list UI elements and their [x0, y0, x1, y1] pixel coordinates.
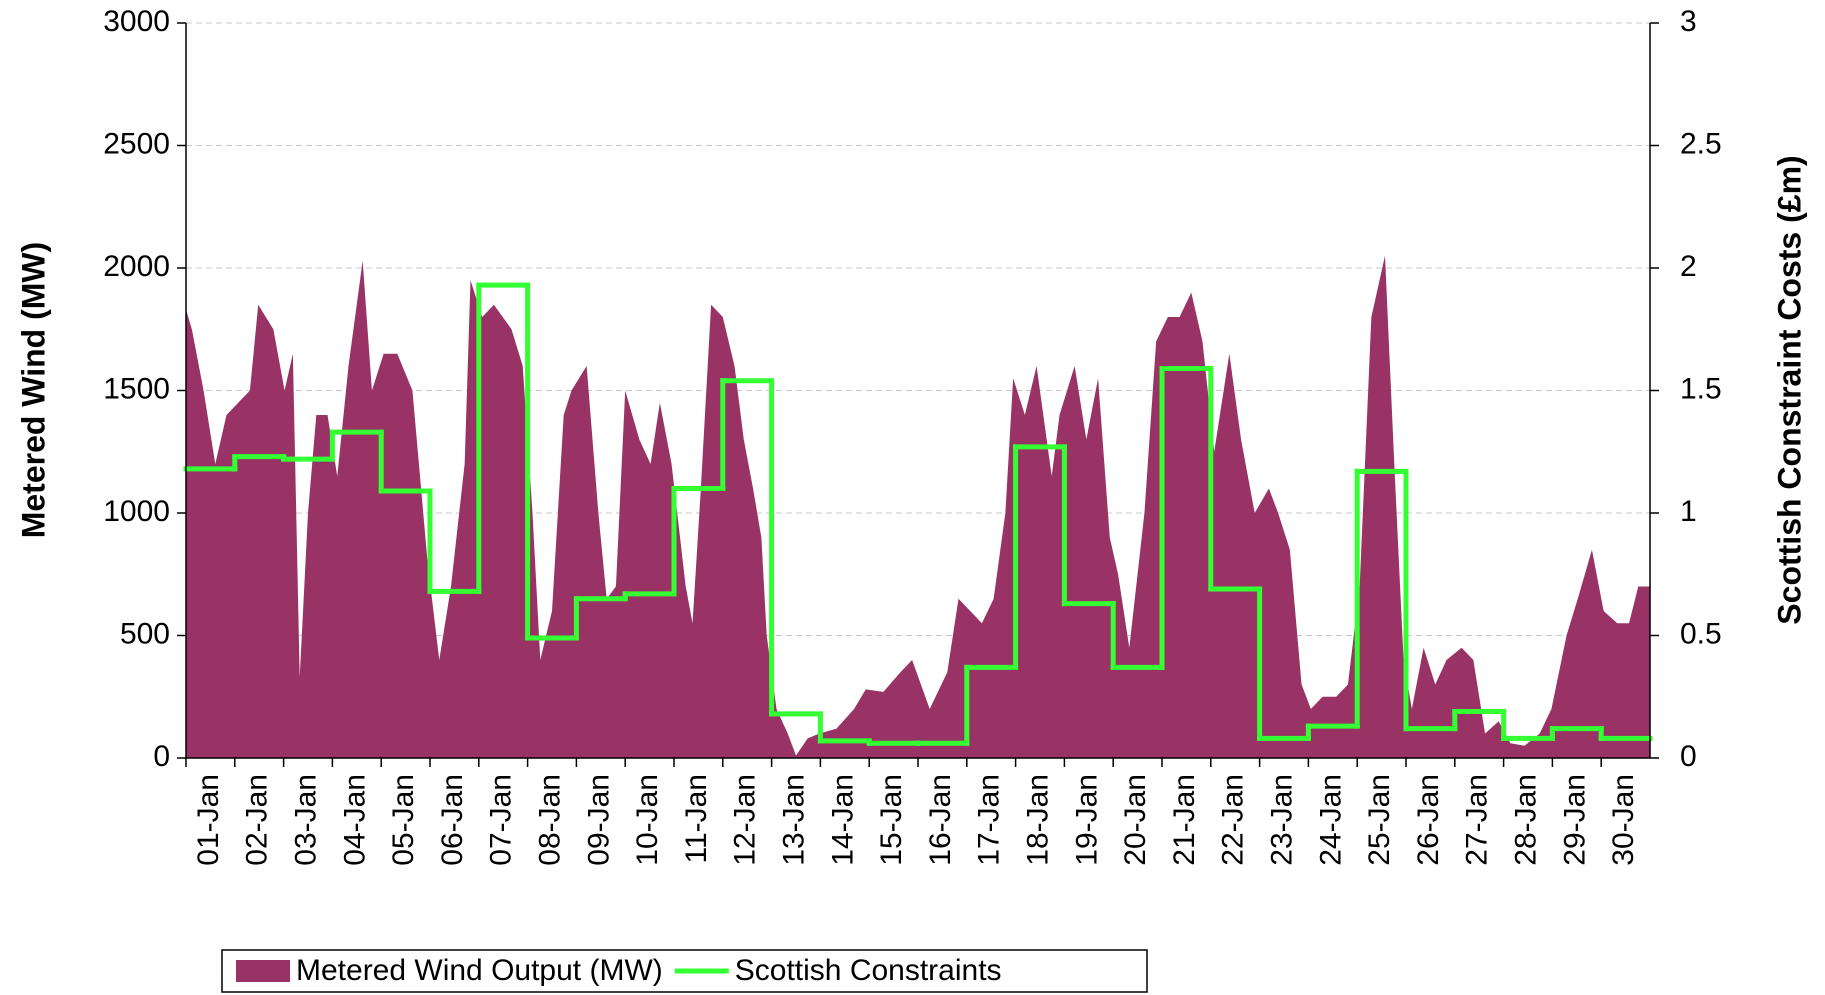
x-tick-label: 07-Jan [485, 774, 518, 866]
x-tick-label: 02-Jan [241, 774, 274, 866]
x-tick-label: 18-Jan [1022, 774, 1055, 866]
x-tick-label: 19-Jan [1070, 774, 1103, 866]
y-tick-label: 3000 [103, 5, 170, 38]
legend-label: Metered Wind Output (MW) [296, 954, 663, 987]
legend-label: Scottish Constraints [735, 954, 1002, 987]
x-tick-label: 29-Jan [1558, 774, 1591, 866]
x-tick-label: 30-Jan [1607, 774, 1640, 866]
y-tick-label: 0 [153, 740, 170, 773]
area [186, 255, 1650, 758]
y2-axis-title: Scottish Constraint Costs (£m) [1771, 155, 1807, 624]
y-axis-title: Metered Wind (MW) [15, 242, 51, 539]
y-tick-label: 2000 [103, 250, 170, 283]
y2-tick-label: 0 [1680, 740, 1697, 773]
x-tick-label: 23-Jan [1266, 774, 1299, 866]
x-tick-label: 27-Jan [1461, 774, 1494, 866]
step-line [183, 282, 1653, 746]
x-tick-label: 16-Jan [924, 774, 957, 866]
y2-tick-label: 2.5 [1680, 127, 1722, 160]
x-tick-label: 13-Jan [778, 774, 811, 866]
x-tick-label: 04-Jan [338, 774, 371, 866]
y-tick-label: 2500 [103, 127, 170, 160]
y2-tick-label: 1 [1680, 495, 1697, 528]
y2-tick-label: 0.5 [1680, 617, 1722, 650]
x-tick-label: 12-Jan [729, 774, 762, 866]
x-tick-label: 14-Jan [826, 774, 859, 866]
x-tick-label: 10-Jan [631, 774, 664, 866]
x-tick-label: 22-Jan [1217, 774, 1250, 866]
x-tick-label: 17-Jan [973, 774, 1006, 866]
y-tick-label: 1500 [103, 372, 170, 405]
x-tick-label: 21-Jan [1168, 774, 1201, 866]
x-tick-label: 26-Jan [1412, 774, 1445, 866]
x-tick-label: 06-Jan [436, 774, 469, 866]
x-tick-label: 08-Jan [534, 774, 567, 866]
x-tick-label: 01-Jan [192, 774, 225, 866]
x-tick-label: 28-Jan [1510, 774, 1543, 866]
y-tick-label: 1000 [103, 495, 170, 528]
y2-tick-label: 3 [1680, 5, 1697, 38]
y-tick-label: 500 [120, 617, 170, 650]
x-tick-label: 24-Jan [1314, 774, 1347, 866]
x-tick-label: 09-Jan [582, 774, 615, 866]
legend-swatch [236, 960, 290, 982]
x-tick-label: 20-Jan [1119, 774, 1152, 866]
x-tick-label: 03-Jan [290, 774, 323, 866]
y2-tick-label: 1.5 [1680, 372, 1722, 405]
x-tick-label: 05-Jan [387, 774, 420, 866]
x-tick-label: 11-Jan [680, 774, 713, 864]
x-tick-label: 15-Jan [875, 774, 908, 866]
y2-tick-label: 2 [1680, 250, 1697, 283]
x-tick-label: 25-Jan [1363, 774, 1396, 866]
